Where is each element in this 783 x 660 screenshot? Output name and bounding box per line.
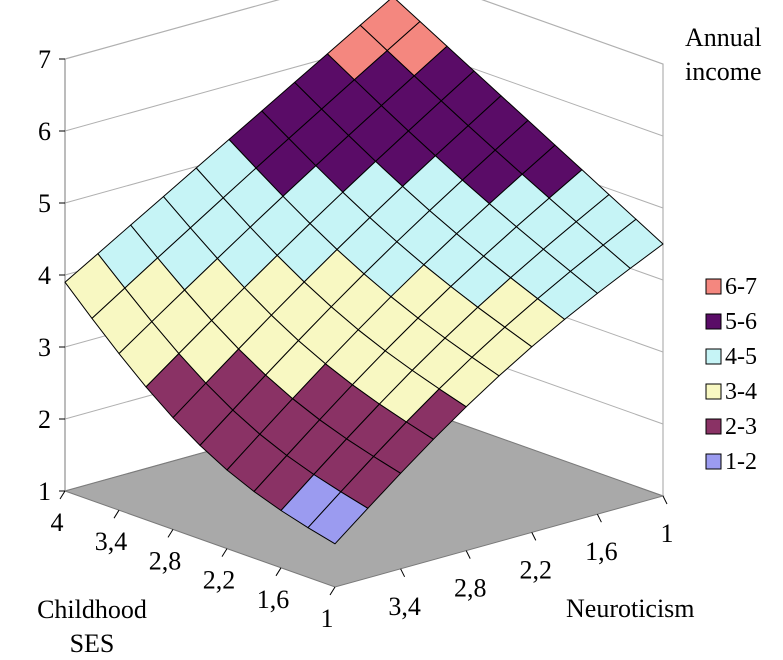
z-axis-title-line1: Annual (685, 23, 762, 52)
legend-label: 1-2 (725, 449, 757, 475)
legend-label: 3-4 (725, 379, 757, 405)
neuroticism-tick-mark (531, 532, 537, 541)
surface-mesh (64, 0, 664, 545)
neuroticism-tick-mark (400, 568, 406, 578)
legend: 6-7 5-6 4-5 3-4 2-3 1-2 (705, 274, 757, 475)
ses-tick-mark (221, 548, 228, 557)
z-tick-label: 1 (38, 477, 51, 506)
legend-label: 5-6 (725, 309, 757, 335)
ses-tick-label: 2,8 (149, 546, 182, 575)
neuroticism-axis-ticks: 3,4 2,8 2,2 1,6 1 (388, 495, 674, 621)
legend-swatch (705, 418, 722, 435)
neuroticism-tick-label: 2,2 (520, 555, 553, 584)
neuroticism-tick-label: 1,6 (585, 537, 618, 566)
legend-label: 6-7 (725, 274, 757, 300)
z-axis-title-line2: income (685, 57, 762, 86)
ses-tick-label: 4 (51, 508, 64, 537)
legend-swatch (705, 383, 722, 400)
legend-swatch (705, 348, 722, 365)
neuroticism-tick-label: 2,8 (454, 574, 487, 603)
z-tick-label: 5 (38, 189, 51, 218)
legend-swatch (705, 453, 722, 470)
surface-cell (307, 491, 369, 545)
ses-tick-mark (59, 490, 66, 500)
ses-axis-title-line2: SES (70, 629, 115, 658)
ses-tick-label: 2,2 (203, 566, 236, 595)
ses-tick-mark (113, 509, 120, 519)
neuroticism-tick-mark (662, 495, 668, 505)
ses-tick-label: 3,4 (95, 527, 128, 556)
legend-swatch (705, 313, 722, 330)
legend-label: 4-5 (725, 344, 757, 370)
neuroticism-tick-label: 3,4 (388, 592, 421, 621)
z-tick-label: 7 (38, 45, 51, 74)
z-tick-label: 4 (38, 261, 51, 290)
z-tick-label: 3 (38, 333, 51, 362)
neuroticism-axis-title: Neuroticism (566, 594, 695, 623)
neuroticism-tick-label: 1 (661, 519, 674, 548)
ses-axis-title-line1: Childhood (37, 595, 147, 624)
ses-tick-label: 1,6 (257, 585, 290, 614)
ses-tick-mark (275, 567, 282, 577)
neuroticism-tick-mark (465, 550, 471, 559)
ses-tick-label: 1 (321, 604, 334, 633)
ses-axis-ticks: 4 3,4 2,8 2,2 1,6 1 (51, 490, 336, 633)
legend-swatch (705, 278, 722, 295)
z-axis-ticks: 1 2 3 4 5 6 7 (38, 45, 65, 506)
z-tick-label: 6 (38, 117, 51, 146)
legend-label: 2-3 (725, 414, 757, 440)
neuroticism-tick-mark (596, 513, 602, 523)
ses-tick-mark (329, 586, 336, 596)
ses-tick-mark (167, 529, 174, 538)
z-tick-label: 2 (38, 405, 51, 434)
